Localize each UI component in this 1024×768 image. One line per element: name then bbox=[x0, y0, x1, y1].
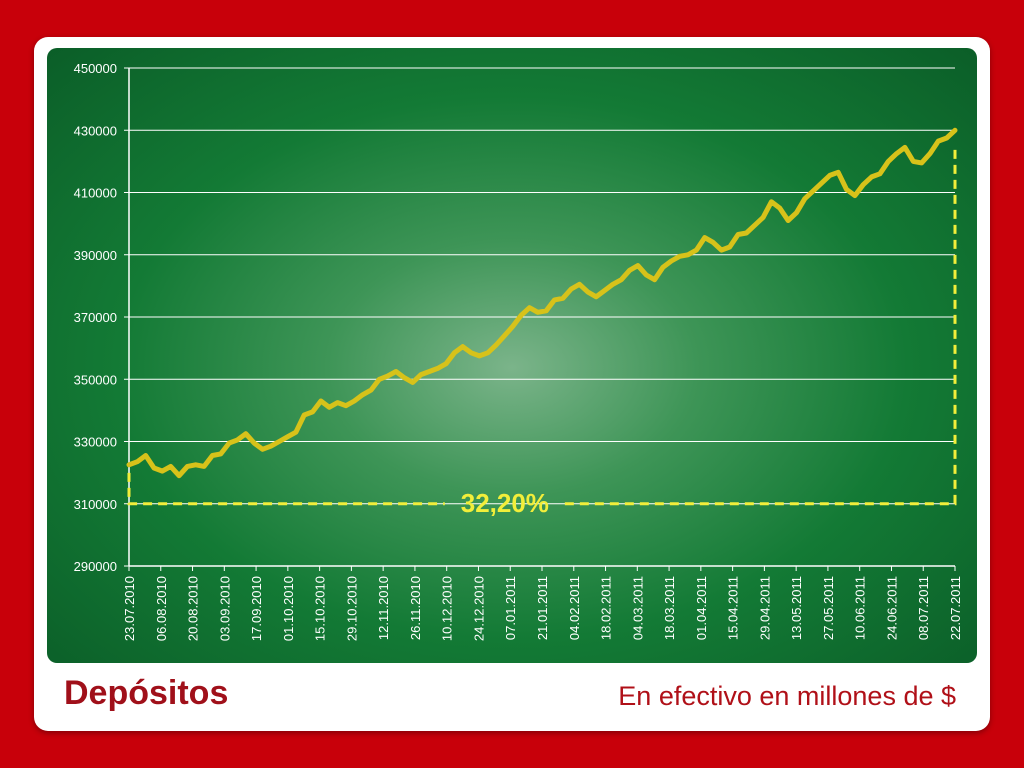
annotation-bracket-left bbox=[127, 472, 445, 506]
deposits-line-chart: 290000 310000 330000 350000 370000 390000 4100… bbox=[74, 61, 963, 641]
y-tick-label: 290000 bbox=[74, 559, 117, 574]
x-tick-label: 18.03.2011 bbox=[662, 576, 677, 640]
x-tick-label: 20.08.2010 bbox=[186, 576, 201, 641]
x-tick-label: 26.11.2010 bbox=[408, 576, 423, 640]
y-tick-label: 310000 bbox=[74, 497, 117, 512]
y-tick-label: 430000 bbox=[74, 123, 117, 138]
y-tick-label: 370000 bbox=[74, 310, 117, 325]
x-tick-label: 15.04.2011 bbox=[726, 576, 741, 640]
y-tick-labels: 290000 310000 330000 350000 370000 390000 4100… bbox=[74, 61, 117, 574]
x-tick-label: 15.10.2010 bbox=[313, 576, 328, 641]
x-tick-label: 01.10.2010 bbox=[281, 576, 296, 641]
grid-lines bbox=[124, 67, 955, 567]
chart-panel: 290000 310000 330000 350000 370000 390000 4100… bbox=[47, 48, 977, 663]
x-tick-label: 29.04.2011 bbox=[757, 576, 772, 640]
x-tick-label: 04.02.2011 bbox=[567, 576, 582, 640]
x-tick-label: 24.06.2011 bbox=[884, 576, 899, 640]
x-tick-label: 03.09.2010 bbox=[217, 576, 232, 641]
growth-annotation: 32,20% bbox=[127, 146, 957, 518]
y-tick-label: 390000 bbox=[74, 248, 117, 263]
deposits-series-line bbox=[126, 127, 958, 479]
y-tick-label: 450000 bbox=[74, 61, 117, 76]
x-tick-label: 08.07.2011 bbox=[916, 576, 931, 640]
x-tick-label: 27.05.2011 bbox=[821, 576, 836, 640]
page-subtitle: En efectivo en millones de $ bbox=[618, 681, 956, 711]
x-tick-label: 17.09.2010 bbox=[249, 576, 264, 641]
x-tick-label: 22.07.2011 bbox=[948, 576, 963, 640]
annotation-bracket-right bbox=[564, 146, 957, 506]
x-tick-label: 06.08.2010 bbox=[154, 576, 169, 641]
x-tick-label: 10.06.2011 bbox=[853, 576, 868, 640]
x-tick-label: 18.02.2011 bbox=[599, 576, 614, 640]
y-tick-label: 410000 bbox=[74, 186, 117, 201]
x-tick-label: 29.10.2010 bbox=[344, 576, 359, 641]
x-tick-label: 24.12.2010 bbox=[471, 576, 486, 641]
growth-percent-label: 32,20% bbox=[461, 488, 549, 518]
x-tick-label: 01.04.2011 bbox=[694, 576, 709, 640]
x-tick-label: 12.11.2010 bbox=[376, 576, 391, 640]
y-tick-label: 330000 bbox=[74, 435, 117, 450]
page-title: Depósitos bbox=[64, 674, 229, 712]
x-tick-label: 07.01.2011 bbox=[503, 576, 518, 640]
x-tick-label: 21.01.2011 bbox=[535, 576, 550, 640]
x-tick-label: 23.07.2010 bbox=[122, 576, 137, 641]
x-tick-label: 13.05.2011 bbox=[789, 576, 804, 640]
x-tick-label: 10.12.2010 bbox=[440, 576, 455, 641]
y-tick-label: 350000 bbox=[74, 372, 117, 387]
x-tick-label: 04.03.2011 bbox=[630, 576, 645, 640]
x-tick-labels: 23.07.2010 06.08.2010 20.08.2010 03.09.2010… bbox=[122, 566, 963, 641]
